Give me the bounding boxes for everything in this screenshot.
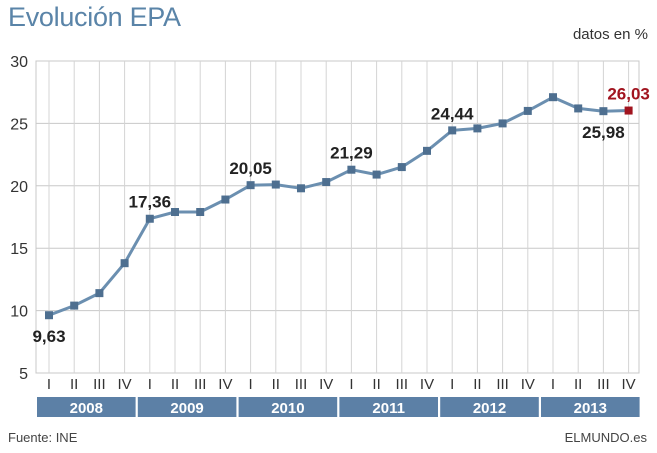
data-point (196, 208, 205, 217)
x-tick-label: IV (521, 376, 535, 393)
x-tick-label: IV (218, 376, 232, 393)
data-point (347, 165, 356, 174)
year-band (37, 397, 136, 417)
data-point (171, 208, 179, 217)
data-point (322, 178, 331, 187)
x-tick-label: III (496, 376, 509, 393)
x-tick-label: II (473, 376, 481, 393)
data-point (448, 126, 457, 135)
x-tick-label: III (396, 376, 409, 393)
x-tick-label: IV (622, 376, 636, 393)
data-point (624, 106, 633, 115)
series-line (48, 95, 629, 317)
data-label: 20,05 (229, 159, 272, 178)
x-tick-label: I (450, 376, 454, 393)
x-tick-label: II (70, 376, 78, 393)
year-band (541, 397, 640, 417)
x-tick-label: IV (118, 376, 132, 393)
x-tick-label: III (194, 376, 207, 393)
x-tick-label: III (295, 376, 308, 393)
x-tick-label: II (171, 376, 179, 393)
x-tick-label: I (148, 376, 152, 393)
year-label: 2010 (271, 400, 304, 417)
data-point (397, 163, 406, 172)
data-point (498, 119, 507, 128)
data-label: 9,63 (32, 327, 65, 346)
x-tick-label: I (349, 376, 353, 393)
data-point (70, 301, 79, 310)
y-tick-label: 20 (10, 179, 28, 196)
x-tick-label: IV (319, 376, 333, 393)
data-point (95, 289, 104, 298)
data-point (271, 180, 280, 189)
year-band (238, 397, 338, 417)
source-note: Fuente: INE (8, 430, 78, 445)
data-point (45, 311, 53, 320)
x-axis-quarters: I II III IV I II III IV I II III IV I II III IV I II III IV… (47, 376, 636, 393)
data-label: 26,03 (607, 85, 650, 104)
x-tick-label: I (47, 376, 51, 393)
year-band (440, 397, 539, 417)
y-tick-label: 10 (10, 304, 28, 321)
plot-frame (35, 60, 640, 374)
data-labels: 9,63 17,36 20,05 21,29 24,44 25,98 26,03 (32, 85, 649, 347)
data-point (120, 259, 129, 268)
x-tick-label: IV (420, 376, 434, 393)
year-label: 2012 (473, 400, 506, 417)
data-point (423, 146, 431, 155)
y-tick-label: 15 (10, 241, 28, 258)
data-point (297, 184, 305, 193)
grid (35, 60, 640, 374)
year-band (137, 397, 237, 417)
y-tick-label: 25 (10, 116, 28, 133)
x-tick-label: II (372, 376, 380, 393)
data-point (574, 104, 583, 113)
x-tick-label: II (574, 376, 582, 393)
data-label: 25,98 (582, 123, 625, 142)
x-tick-label: I (551, 376, 555, 393)
data-point (523, 106, 532, 115)
data-label: 17,36 (129, 193, 172, 212)
data-point (599, 107, 608, 116)
data-series (45, 93, 633, 320)
data-label: 24,44 (431, 104, 474, 123)
chart-title: Evolución EPA (8, 2, 181, 32)
year-bands: 2008 2009 2010 2011 2012 2013 (37, 397, 640, 417)
year-label: 2013 (574, 400, 607, 417)
data-point (221, 195, 230, 204)
data-label: 21,29 (330, 144, 373, 163)
x-tick-label: III (93, 376, 106, 393)
year-band (339, 397, 438, 417)
brand-credit: ELMUNDO.es (564, 430, 647, 445)
data-point (246, 181, 255, 190)
year-label: 2011 (372, 400, 405, 417)
x-tick-label: II (272, 376, 280, 393)
y-axis-ticks: 5 10 15 20 25 30 (10, 54, 28, 383)
year-label: 2009 (170, 400, 203, 417)
data-point (473, 124, 482, 133)
x-tick-label: I (249, 376, 253, 393)
y-tick-label: 30 (10, 54, 28, 71)
x-tick-label: III (597, 376, 610, 393)
data-point (145, 214, 154, 223)
data-point (372, 170, 381, 179)
y-tick-label: 5 (19, 366, 28, 383)
year-label: 2008 (70, 400, 103, 417)
unit-note: datos en % (572, 26, 648, 43)
data-point (549, 93, 557, 102)
